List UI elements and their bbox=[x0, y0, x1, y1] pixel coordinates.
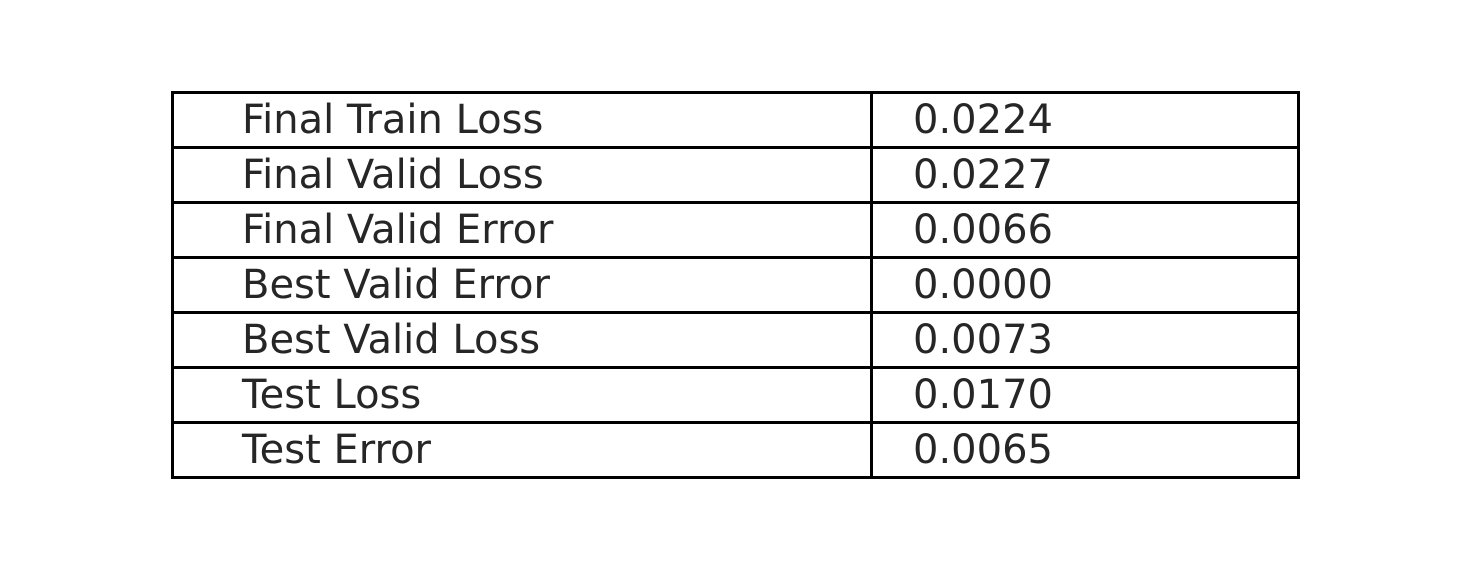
table-row: Best Valid Error 0.0000 bbox=[171, 256, 1300, 314]
metric-value: 0.0224 bbox=[870, 91, 1300, 149]
metric-value: 0.0066 bbox=[870, 201, 1300, 259]
metric-label: Test Loss bbox=[171, 366, 873, 424]
metrics-table: Final Train Loss 0.0224 Final Valid Loss… bbox=[171, 91, 1300, 479]
table-row: Final Valid Loss 0.0227 bbox=[171, 146, 1300, 204]
table-row: Test Loss 0.0170 bbox=[171, 366, 1300, 424]
metric-label: Final Train Loss bbox=[171, 91, 873, 149]
table-row: Best Valid Loss 0.0073 bbox=[171, 311, 1300, 369]
metric-value: 0.0073 bbox=[870, 311, 1300, 369]
table-row: Final Valid Error 0.0066 bbox=[171, 201, 1300, 259]
metric-value: 0.0000 bbox=[870, 256, 1300, 314]
metric-value: 0.0227 bbox=[870, 146, 1300, 204]
table-row: Final Train Loss 0.0224 bbox=[171, 91, 1300, 149]
table-row: Test Error 0.0065 bbox=[171, 421, 1300, 479]
metric-label: Best Valid Error bbox=[171, 256, 873, 314]
metric-label: Best Valid Loss bbox=[171, 311, 873, 369]
metric-value: 0.0170 bbox=[870, 366, 1300, 424]
metric-label: Final Valid Error bbox=[171, 201, 873, 259]
metric-label: Final Valid Loss bbox=[171, 146, 873, 204]
metric-label: Test Error bbox=[171, 421, 873, 479]
metric-value: 0.0065 bbox=[870, 421, 1300, 479]
